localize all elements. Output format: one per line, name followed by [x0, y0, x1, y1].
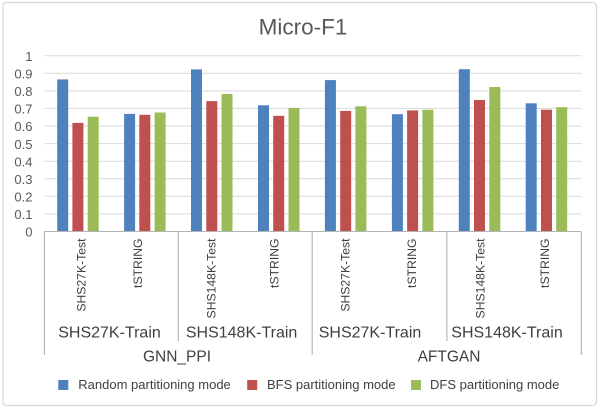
svg-text:0.2: 0.2 — [14, 190, 32, 205]
svg-text:0.8: 0.8 — [14, 84, 32, 99]
svg-text:0.4: 0.4 — [14, 154, 32, 169]
svg-text:SHS27K-Test: SHS27K-Test — [75, 238, 89, 312]
svg-text:SHS148K-Test: SHS148K-Test — [474, 238, 488, 319]
svg-text:SHS27K-Train: SHS27K-Train — [319, 325, 422, 342]
svg-text:Micro-F1: Micro-F1 — [259, 15, 348, 40]
svg-text:tSTRING: tSTRING — [538, 239, 552, 288]
svg-text:SHS148K-Train: SHS148K-Train — [186, 325, 297, 342]
svg-text:SHS27K-Test: SHS27K-Test — [339, 238, 353, 312]
svg-text:0.3: 0.3 — [14, 172, 32, 187]
svg-text:BFS partitioning mode: BFS partitioning mode — [267, 377, 396, 392]
svg-text:tSTRING: tSTRING — [405, 239, 419, 288]
svg-text:0.7: 0.7 — [14, 102, 32, 117]
svg-text:GNN_PPI: GNN_PPI — [143, 348, 211, 365]
svg-text:0.6: 0.6 — [14, 119, 32, 134]
svg-text:0: 0 — [25, 225, 32, 240]
svg-text:DFS partitioning mode: DFS partitioning mode — [430, 377, 559, 392]
svg-text:SHS148K-Train: SHS148K-Train — [451, 325, 562, 342]
svg-text:tSTRING: tSTRING — [268, 239, 282, 288]
svg-text:0.9: 0.9 — [14, 67, 32, 82]
svg-text:0.5: 0.5 — [14, 137, 32, 152]
svg-text:SHS27K-Train: SHS27K-Train — [58, 325, 161, 342]
svg-text:tSTRING: tSTRING — [131, 239, 145, 288]
svg-text:SHS148K-Test: SHS148K-Test — [205, 238, 219, 319]
svg-text:AFTGAN: AFTGAN — [418, 348, 481, 365]
svg-text:0.1: 0.1 — [14, 207, 32, 222]
svg-text:Random partitioning mode: Random partitioning mode — [78, 377, 230, 392]
svg-text:1: 1 — [25, 49, 32, 64]
